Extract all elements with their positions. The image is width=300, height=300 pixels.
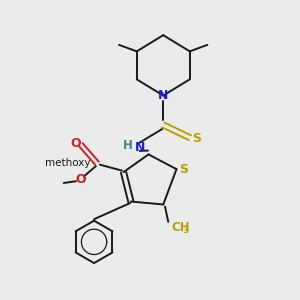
Text: methyl: methyl: [0, 299, 1, 300]
Text: N: N: [158, 89, 168, 102]
Text: H: H: [122, 139, 132, 152]
Text: O: O: [70, 137, 81, 150]
Text: S: S: [193, 132, 202, 145]
Text: O: O: [75, 173, 86, 186]
Text: N: N: [135, 141, 146, 154]
Text: CH: CH: [172, 220, 190, 234]
Text: methoxy: methoxy: [45, 158, 90, 168]
Text: 3: 3: [182, 226, 188, 235]
Text: S: S: [179, 163, 188, 176]
Text: methoxy: methoxy: [0, 299, 1, 300]
